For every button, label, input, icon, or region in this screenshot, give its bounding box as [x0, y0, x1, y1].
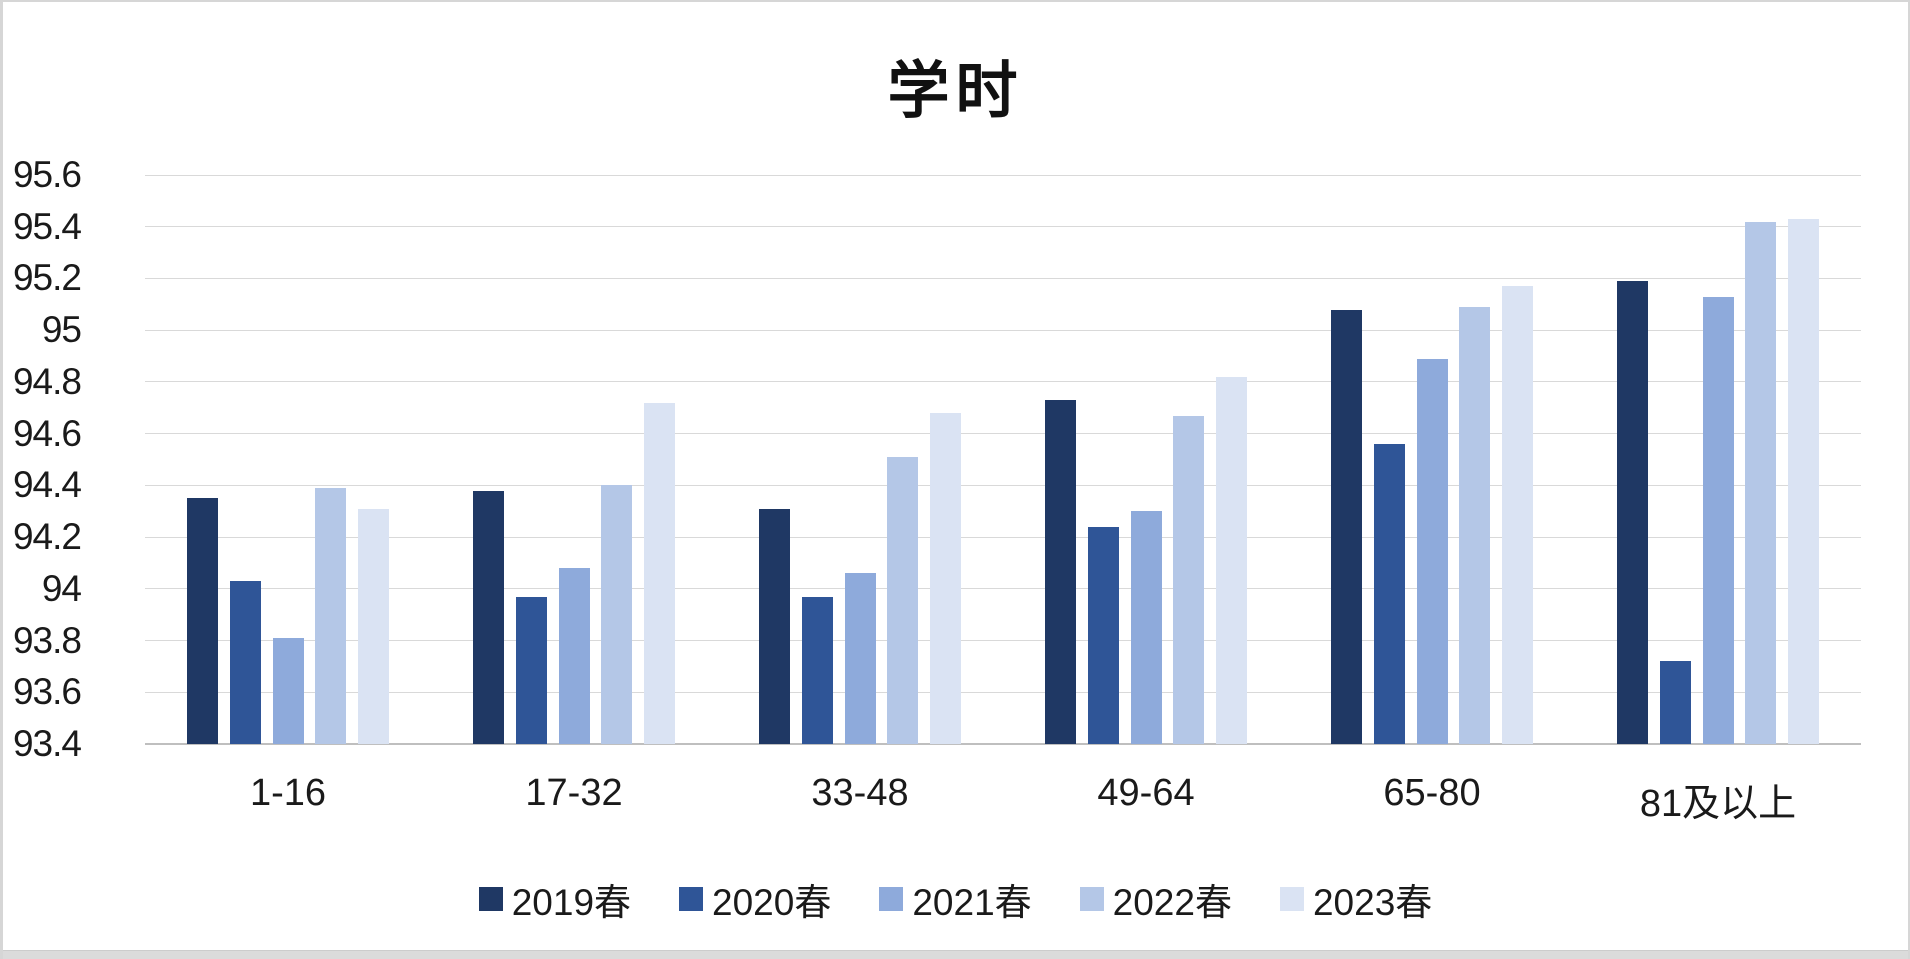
legend-swatch [1079, 887, 1104, 911]
legend-swatch [478, 887, 503, 911]
bar-2022春-17-32 [601, 485, 633, 744]
y-tick-label: 95 [41, 309, 82, 351]
x-category-label: 1-16 [249, 772, 327, 814]
bar-2023春-49-64 [1216, 376, 1248, 744]
y-tick-label: 94.4 [12, 464, 82, 506]
bar-2021春-81及以上 [1702, 296, 1734, 744]
y-tick-label: 94.6 [12, 412, 82, 454]
bar-2023春-81及以上 [1788, 219, 1820, 744]
bar-2022春-65-80 [1459, 306, 1491, 744]
gridline [145, 640, 1861, 642]
bar-2020春-49-64 [1087, 526, 1119, 744]
gridline [145, 174, 1861, 176]
gridline [145, 588, 1861, 590]
legend-item-2021春: 2021春 [879, 872, 1032, 926]
x-category-label: 81及以上 [1639, 783, 1797, 825]
x-axis-baseline [145, 743, 1861, 745]
gridline [145, 691, 1861, 693]
gridline [145, 433, 1861, 435]
bar-group [1289, 175, 1575, 744]
gridline [145, 329, 1861, 331]
bar-2020春-1-16 [229, 581, 261, 744]
chart-title: 学时 [887, 54, 1024, 127]
bar-group [1003, 175, 1289, 744]
legend-label: 2022春 [1112, 882, 1232, 923]
legend-item-2020春: 2020春 [679, 872, 831, 926]
x-category-label: 17-32 [525, 772, 623, 814]
bar-2019春-17-32 [472, 490, 504, 744]
y-tick-label: 93.4 [12, 723, 82, 764]
bar-2023春-33-48 [930, 412, 962, 744]
legend-swatch [1279, 887, 1304, 911]
gridline [145, 381, 1861, 383]
legend-label: 2019春 [511, 882, 632, 923]
legend-label: 2023春 [1312, 882, 1433, 923]
y-tick-label: 95.4 [12, 205, 82, 247]
bar-2021春-17-32 [558, 568, 590, 744]
bar-2019春-1-16 [186, 498, 218, 744]
x-category-label: 33-48 [811, 772, 909, 814]
gridline [145, 226, 1861, 228]
legend: 2019春 2020春 2021春 2022春 2023春 [3, 872, 1908, 926]
legend-swatch [879, 887, 904, 911]
bar-group [1575, 175, 1861, 744]
bar-2022春-49-64 [1173, 415, 1205, 744]
legend-label: 2020春 [712, 882, 832, 923]
bar-2019春-49-64 [1044, 400, 1076, 744]
bar-2021春-1-16 [272, 638, 304, 744]
bar-2019春-65-80 [1330, 309, 1362, 744]
bar-2020春-17-32 [515, 596, 547, 744]
bar-2022春-1-16 [315, 487, 347, 744]
bottom-strip [3, 950, 1908, 959]
y-tick-label: 94.8 [12, 360, 82, 402]
legend-item-2022春: 2022春 [1079, 872, 1232, 926]
bar-2021春-65-80 [1416, 358, 1448, 744]
gridline [145, 536, 1861, 538]
legend-label: 2021春 [912, 882, 1032, 923]
bar-2023春-1-16 [358, 508, 390, 744]
bar-group [717, 175, 1003, 744]
bar-2023春-65-80 [1502, 286, 1534, 744]
bar-2021春-49-64 [1130, 511, 1162, 744]
legend-item-2023春: 2023春 [1279, 872, 1433, 926]
bar-2021春-33-48 [844, 573, 876, 744]
gridline [145, 484, 1861, 486]
plot-area: 93.4 93.6 93.8 94 94.2 94.4 94.6 94.8 95 95.2 95.4… [13, 154, 1861, 825]
y-tick-label: 93.8 [12, 619, 82, 661]
y-tick-label: 95.6 [12, 154, 82, 195]
gridline [145, 277, 1861, 279]
y-tick-label: 93.6 [12, 671, 82, 713]
y-tick-label: 95.2 [12, 257, 82, 299]
y-tick-label: 94.2 [12, 516, 82, 558]
bar-2022春-33-48 [887, 456, 919, 744]
bar-2019春-81及以上 [1616, 281, 1648, 744]
bar-2022春-81及以上 [1745, 221, 1777, 744]
bar-2019春-33-48 [758, 508, 790, 744]
bar-group [145, 175, 431, 744]
bar-2023春-17-32 [644, 402, 676, 744]
bar-2020春-81及以上 [1659, 661, 1691, 744]
y-tick-label: 94 [41, 567, 82, 609]
legend-item-2019春: 2019春 [478, 872, 632, 926]
legend-swatch [679, 887, 704, 911]
x-category-label: 65-80 [1383, 772, 1481, 814]
bar-2020春-33-48 [801, 596, 833, 744]
x-category-label: 49-64 [1097, 772, 1195, 814]
bar-2020春-65-80 [1373, 444, 1405, 744]
bar-group [431, 175, 717, 744]
